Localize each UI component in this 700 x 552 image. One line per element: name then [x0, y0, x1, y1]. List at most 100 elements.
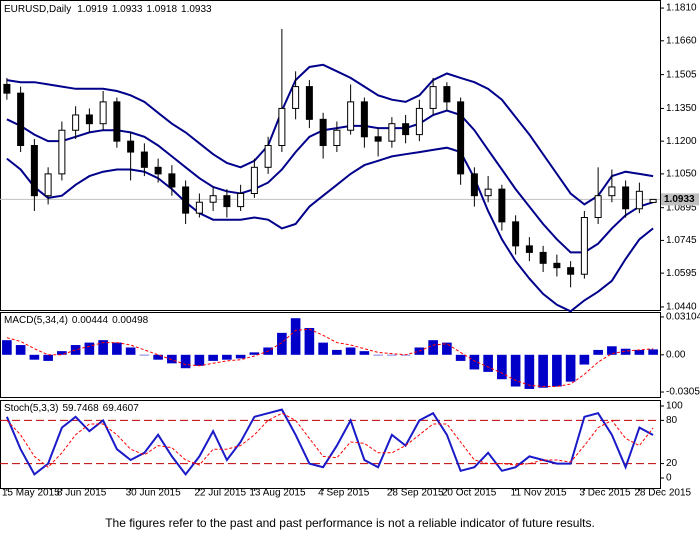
candle-body — [250, 166, 258, 195]
y-tick-label: 1.0595 — [666, 268, 697, 279]
x-tick-label: 8 Jun 2015 — [57, 488, 107, 499]
macd-bar — [483, 354, 493, 372]
x-tick-label: 3 Dec 2015 — [579, 488, 631, 499]
macd-bar — [153, 354, 163, 360]
macd-bar — [332, 349, 342, 355]
stoch-line — [5, 408, 654, 477]
candle-body — [635, 190, 643, 210]
last-high: 1.0933 — [112, 4, 143, 15]
candle-body — [140, 151, 148, 168]
macd-bar — [552, 354, 562, 387]
candle-body — [292, 86, 300, 109]
macd-bar — [387, 354, 397, 356]
macd-bar — [318, 342, 328, 355]
macd-bar — [455, 354, 466, 361]
macd-value: 0.00444 — [72, 315, 109, 326]
candle-body — [360, 101, 368, 138]
macd-bar — [359, 351, 370, 355]
x-tick-label: 28 Sep 2015 — [387, 488, 444, 499]
macd-bar — [70, 345, 81, 355]
macd-bar — [497, 354, 507, 380]
candle-body — [402, 123, 410, 136]
macd-bar — [442, 342, 452, 355]
candle-body — [17, 92, 25, 147]
candle-body — [333, 129, 341, 147]
candle-body — [388, 123, 396, 142]
candle-body — [580, 217, 588, 275]
y-tick-label: 1.1660 — [666, 35, 697, 46]
candle-body — [553, 262, 561, 269]
macd-bar — [235, 354, 246, 359]
x-tick-label: 20 Oct 2015 — [442, 488, 497, 499]
candle-body — [154, 166, 162, 175]
candle-body — [415, 107, 423, 136]
symbol-title: EURUSD,Daily — [4, 4, 71, 15]
candle-body — [113, 101, 121, 142]
x-tick-label: 15 May 2015 — [2, 488, 60, 499]
macd-bar — [428, 340, 438, 355]
disclaimer: The figures refer to the past and past p… — [105, 516, 595, 530]
stoch-d-value: 69.4607 — [103, 403, 140, 414]
macd-bar — [373, 354, 383, 356]
candle-body — [429, 86, 437, 109]
stoch-title: Stoch(5,3,3) — [4, 403, 58, 414]
macd-bar — [579, 354, 590, 365]
candle-body — [195, 201, 203, 214]
macd-bar — [277, 332, 287, 355]
candle-body — [99, 101, 107, 125]
macd-bar — [222, 354, 232, 360]
bollinger-band — [6, 63, 654, 206]
current-price-box — [661, 193, 699, 206]
y-tick-label: 1.0440 — [666, 302, 697, 313]
macd-bar — [84, 342, 95, 355]
candle-body — [622, 186, 630, 210]
macd-bar — [139, 354, 150, 356]
y-tick-label: 0.00 — [666, 349, 686, 360]
bollinger-band — [6, 146, 654, 313]
macd-bar — [57, 351, 67, 355]
candle-body — [443, 86, 451, 103]
candle-body — [319, 118, 327, 147]
candle-body — [3, 83, 11, 94]
macd-bar — [167, 354, 177, 364]
candle-body — [567, 267, 575, 275]
y-tick-label: 1.1505 — [666, 69, 697, 80]
macd-bar — [29, 354, 40, 360]
candle-body — [223, 195, 231, 208]
x-tick-label: 28 Dec 2015 — [634, 488, 691, 499]
y-tick-label: 20 — [666, 458, 678, 469]
macd-bar — [15, 345, 26, 355]
candle-body — [58, 129, 66, 175]
y-tick-label: 1.0745 — [666, 235, 697, 246]
x-tick-label: 11 Nov 2015 — [511, 488, 567, 499]
candle-body — [457, 101, 465, 175]
current-price-label: 1.0933 — [664, 194, 695, 205]
macd-bar — [249, 352, 260, 355]
macd-bar — [2, 340, 12, 355]
candle-body — [72, 114, 80, 131]
candle-body — [594, 195, 602, 219]
bollinger-band — [6, 109, 654, 254]
macd-bar — [125, 347, 136, 355]
y-tick-label: 0.03104 — [666, 312, 700, 323]
macd-bar — [43, 354, 53, 361]
x-tick-label: 30 Jun 2015 — [126, 488, 181, 499]
macd-bar — [565, 354, 576, 382]
macd-bar — [208, 354, 218, 361]
y-tick-label: 1.1350 — [666, 103, 697, 114]
x-tick-label: 22 Jul 2015 — [194, 488, 246, 499]
macd-bar — [538, 354, 548, 388]
candle-body — [470, 173, 478, 197]
y-tick-label: 0 — [666, 473, 672, 484]
y-tick-label: 1.0895 — [666, 202, 697, 213]
panel-frame — [0, 0, 661, 311]
macd-bar — [620, 348, 631, 355]
last-close: 1.0933 — [181, 4, 212, 15]
main-header: EURUSD,Daily 1.0919 1.0933 1.0918 1.0933 — [4, 4, 212, 15]
candle-body — [608, 186, 616, 197]
macd-bar — [593, 349, 603, 355]
macd-bar — [290, 318, 301, 355]
macd-bar — [112, 342, 122, 355]
macd-title: MACD(5,34,4) — [4, 315, 68, 326]
